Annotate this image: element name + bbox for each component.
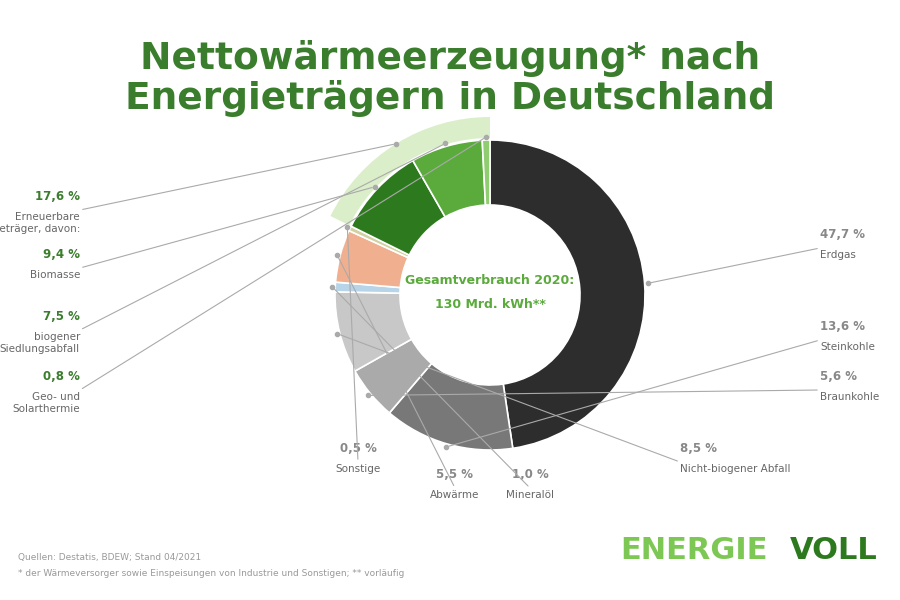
Text: 5,5 %: 5,5 %: [436, 468, 473, 481]
Text: 9,4 %: 9,4 %: [43, 248, 80, 261]
Text: * der Wärmeversorger sowie Einspeisungen von Industrie und Sonstigen; ** vorläuf: * der Wärmeversorger sowie Einspeisungen…: [18, 569, 404, 578]
Text: Braunkohle: Braunkohle: [820, 392, 879, 402]
Wedge shape: [335, 292, 411, 371]
Text: VOLL: VOLL: [790, 536, 878, 565]
Text: Nicht-biogener Abfall: Nicht-biogener Abfall: [680, 464, 790, 474]
Text: biogener
Siedlungsabfall: biogener Siedlungsabfall: [0, 332, 80, 353]
Text: 13,6 %: 13,6 %: [820, 320, 865, 333]
Text: Erdgas: Erdgas: [820, 250, 856, 260]
Wedge shape: [349, 226, 410, 257]
Text: 47,7 %: 47,7 %: [820, 228, 865, 241]
Wedge shape: [335, 282, 400, 293]
Wedge shape: [482, 140, 490, 205]
Wedge shape: [351, 161, 446, 255]
Text: 0,8 %: 0,8 %: [43, 370, 80, 383]
Wedge shape: [355, 339, 432, 413]
Wedge shape: [490, 140, 645, 448]
Text: Biomasse: Biomasse: [30, 270, 80, 280]
Wedge shape: [336, 230, 408, 287]
Text: ENERGIE: ENERGIE: [620, 536, 768, 565]
Text: 17,6 %: 17,6 %: [35, 190, 80, 203]
Text: 8,5 %: 8,5 %: [680, 442, 717, 455]
Text: Mineralöl: Mineralöl: [506, 490, 554, 500]
Wedge shape: [390, 364, 513, 450]
Text: Geo- und
Solarthermie: Geo- und Solarthermie: [13, 392, 80, 413]
Text: Gesamtverbrauch 2020:: Gesamtverbrauch 2020:: [405, 275, 574, 287]
Text: 0,5 %: 0,5 %: [339, 442, 376, 455]
Wedge shape: [413, 140, 485, 217]
Text: Erneuerbare
Energieträger, davon:: Erneuerbare Energieträger, davon:: [0, 212, 80, 233]
Text: Quellen: Destatis, BDEW; Stand 04/2021: Quellen: Destatis, BDEW; Stand 04/2021: [18, 553, 201, 562]
Text: 130 Mrd. kWh**: 130 Mrd. kWh**: [435, 298, 545, 311]
Text: Abwärme: Abwärme: [430, 490, 480, 500]
Text: Steinkohle: Steinkohle: [820, 342, 875, 352]
Text: Nettowärmeerzeugung* nach: Nettowärmeerzeugung* nach: [140, 40, 760, 77]
Wedge shape: [330, 117, 490, 226]
Text: 7,5 %: 7,5 %: [43, 310, 80, 323]
Text: Sonstige: Sonstige: [336, 464, 381, 474]
Text: Energieträgern in Deutschland: Energieträgern in Deutschland: [125, 80, 775, 117]
Text: 1,0 %: 1,0 %: [511, 468, 548, 481]
Text: 5,6 %: 5,6 %: [820, 370, 857, 383]
